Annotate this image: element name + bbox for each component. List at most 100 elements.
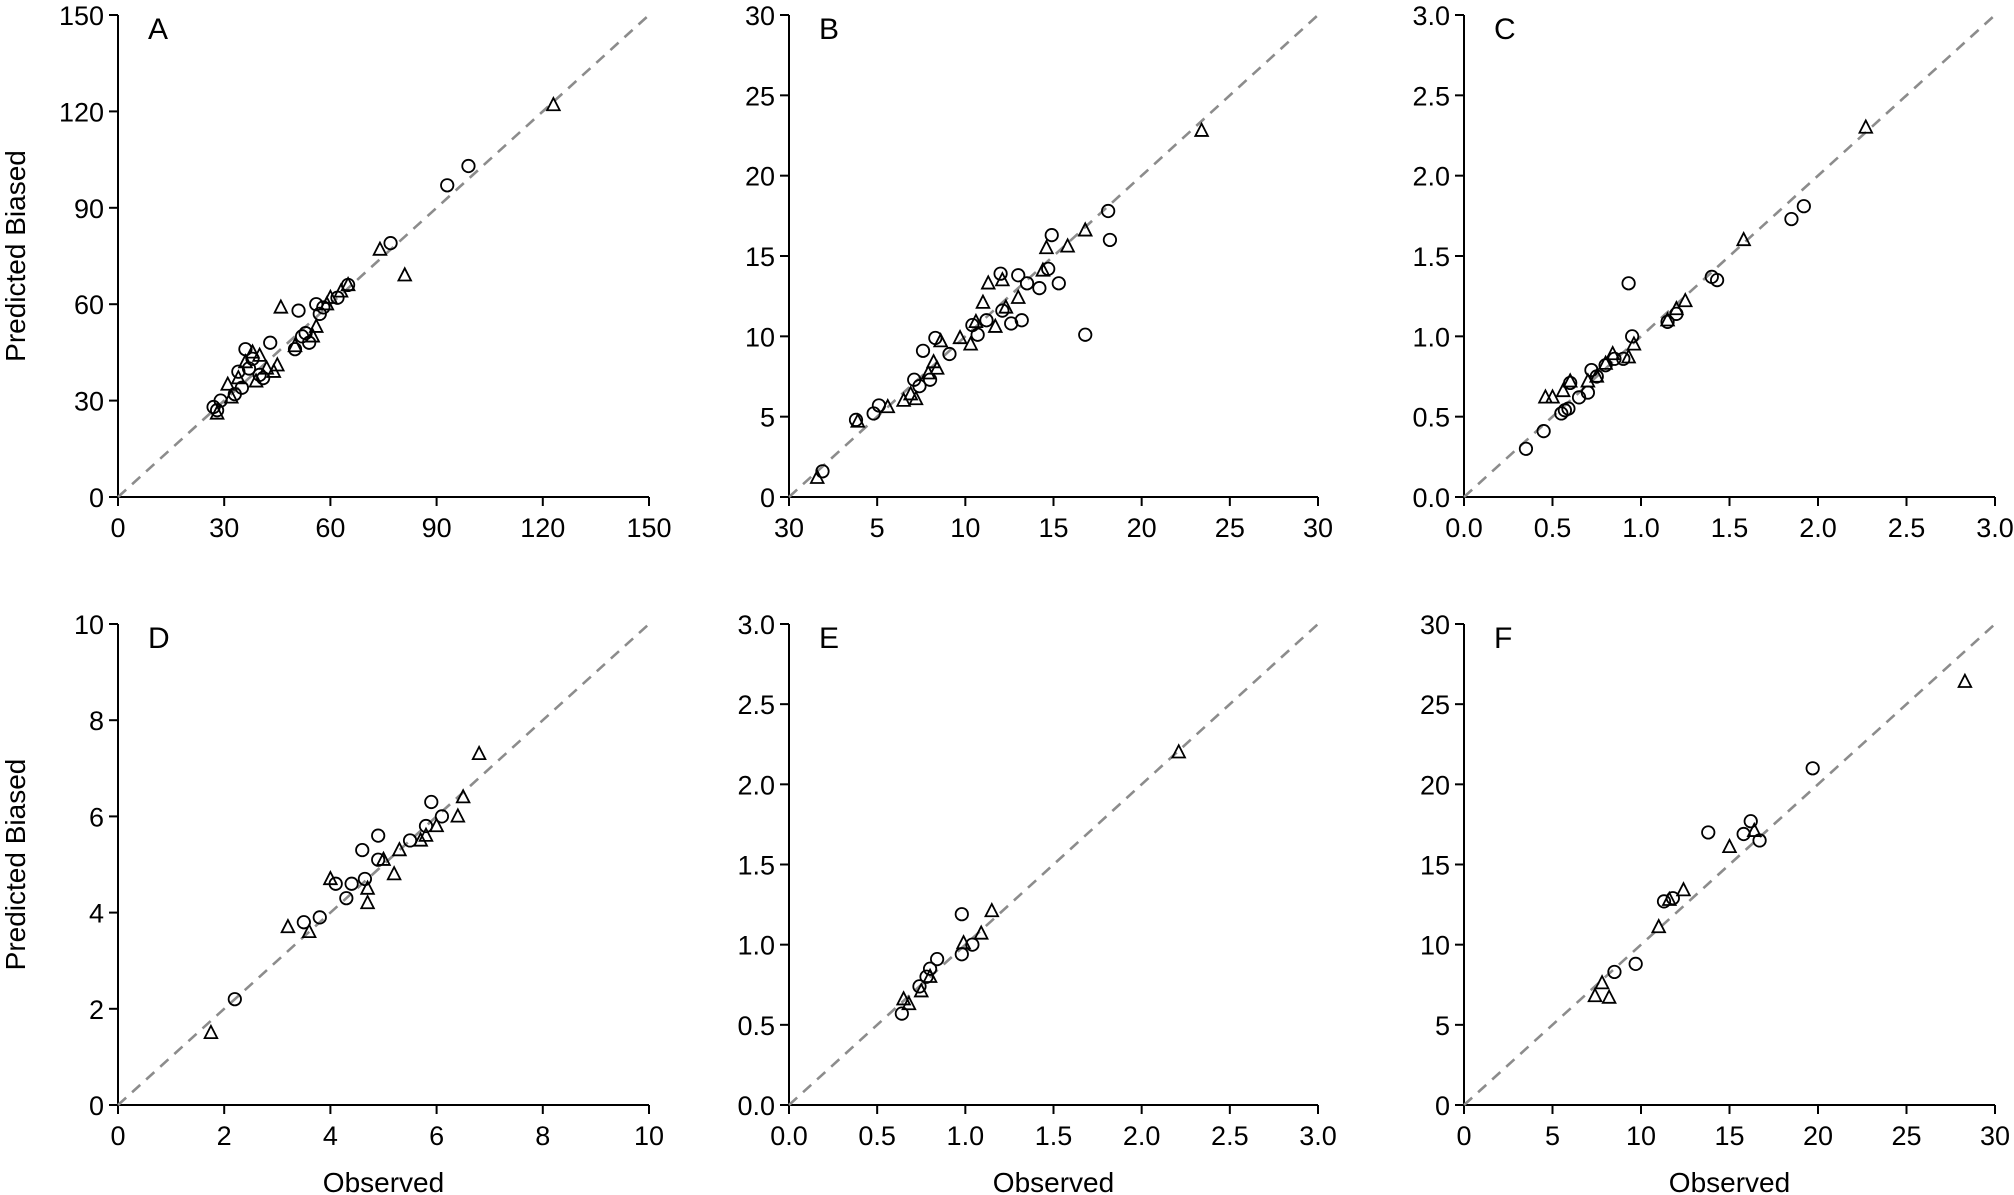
x-tick-label: 2.0 xyxy=(1123,1121,1161,1151)
data-point-triangle xyxy=(308,317,325,333)
x-tick-label: 2.5 xyxy=(1211,1121,1249,1151)
series-triangle xyxy=(209,96,562,420)
data-point-triangle xyxy=(428,817,445,833)
identity-line xyxy=(788,14,1319,498)
data-point-circle xyxy=(1051,276,1066,291)
x-tick-label: 5 xyxy=(1545,1121,1560,1151)
data-point-circle xyxy=(894,1006,909,1021)
data-point-triangle xyxy=(1038,238,1055,255)
data-point-triangle xyxy=(273,298,289,314)
identity-line xyxy=(117,623,650,1106)
panel-label: F xyxy=(1494,622,1512,655)
y-tick-label: 15 xyxy=(745,242,775,272)
data-point-triangle xyxy=(455,788,471,804)
panel-a: 0 30 60 90 120 150 0 30 60 90 120 150 A Predicted Bia… xyxy=(0,1,672,543)
data-point-triangle xyxy=(545,96,562,112)
x-tick-label: 20 xyxy=(1127,513,1157,543)
y-tick-label: 20 xyxy=(1420,770,1450,800)
data-point-triangle xyxy=(322,869,339,886)
data-point-circle xyxy=(922,961,938,976)
data-point-circle xyxy=(1518,441,1534,456)
data-point-triangle xyxy=(922,967,938,983)
data-point-triangle xyxy=(237,353,254,369)
x-tick-label: 25 xyxy=(1891,1121,1921,1151)
data-point-triangle xyxy=(386,865,402,881)
data-point-triangle xyxy=(203,1023,219,1039)
x-tick-label: 8 xyxy=(535,1121,550,1151)
data-point-triangle xyxy=(230,369,247,385)
data-point-circle xyxy=(1561,401,1576,416)
y-tick-label: 10 xyxy=(74,610,104,640)
data-point-triangle xyxy=(471,744,487,761)
y-tick-label: 30 xyxy=(74,387,104,417)
data-point-circle xyxy=(1628,956,1643,972)
data-point-circle xyxy=(339,891,354,906)
x-tick-label: 0.5 xyxy=(1534,513,1572,543)
data-point-triangle xyxy=(1668,300,1685,316)
x-tick-label: 0.5 xyxy=(858,1121,896,1151)
x-tick-label: 60 xyxy=(315,513,345,543)
x-tick-label: 6 xyxy=(429,1121,444,1151)
data-point-triangle xyxy=(359,894,376,910)
data-point-circle xyxy=(245,351,260,366)
data-point-circle xyxy=(263,335,278,350)
x-tick-label: 90 xyxy=(422,513,452,543)
y-tick-label: 1.5 xyxy=(1412,242,1450,272)
data-point-circle xyxy=(1784,211,1799,227)
data-point-triangle xyxy=(280,918,296,934)
data-point-circle xyxy=(312,910,327,925)
data-point-triangle xyxy=(1650,918,1667,934)
data-point-circle xyxy=(930,951,945,967)
data-point-triangle xyxy=(998,298,1014,314)
x-tick-label: 30 xyxy=(774,513,804,543)
data-point-triangle xyxy=(902,385,919,401)
data-point-triangle xyxy=(287,337,303,353)
data-point-circle xyxy=(954,907,969,922)
data-point-circle xyxy=(344,876,359,891)
x-axis-title: Observed xyxy=(993,1167,1114,1195)
y-tick-label: 90 xyxy=(74,194,104,224)
data-point-triangle xyxy=(301,922,317,938)
panel-c: 0.0 0.5 1.0 1.5 2.0 2.5 3.0 0.0 0.5 1.0 1.5 2.0 2.5 3… xyxy=(1412,1,2013,543)
data-point-circle xyxy=(1656,894,1672,909)
y-tick-label: 8 xyxy=(89,706,104,736)
data-point-triangle xyxy=(244,343,261,359)
series-triangle xyxy=(895,743,1187,1011)
data-point-circle xyxy=(1805,761,1820,776)
x-tick-label: 0 xyxy=(1456,1121,1471,1151)
data-point-triangle xyxy=(1675,881,1692,897)
data-point-triangle xyxy=(879,398,896,414)
x-tick-label: 1.0 xyxy=(947,1121,985,1151)
x-tick-label: 10 xyxy=(1626,1121,1656,1151)
data-point-triangle xyxy=(962,335,979,351)
data-point-triangle xyxy=(968,312,984,329)
data-point-triangle xyxy=(929,359,945,375)
y-tick-label: 0 xyxy=(89,483,104,513)
panel-label: D xyxy=(148,622,170,655)
y-tick-label: 4 xyxy=(89,899,104,929)
x-tick-label: 0 xyxy=(110,513,125,543)
data-point-circle xyxy=(915,343,931,358)
data-point-circle xyxy=(440,178,455,193)
identity-line xyxy=(1463,623,1996,1106)
y-tick-label: 0 xyxy=(89,1091,104,1121)
data-point-triangle xyxy=(1626,335,1642,351)
y-tick-label: 0.5 xyxy=(1412,403,1450,433)
x-axis-title: Observed xyxy=(1669,1167,1790,1195)
data-point-triangle xyxy=(1035,261,1051,277)
data-point-circle xyxy=(296,915,311,930)
data-point-circle xyxy=(979,313,994,328)
data-point-triangle xyxy=(269,356,286,372)
data-point-circle xyxy=(1743,814,1758,829)
data-point-circle xyxy=(371,828,386,843)
data-point-triangle xyxy=(1059,237,1076,253)
data-point-triangle xyxy=(1170,743,1187,759)
x-tick-label: 10 xyxy=(950,513,980,543)
data-point-triangle xyxy=(1659,311,1676,327)
data-point-circle xyxy=(942,346,957,362)
y-tick-label: 0.5 xyxy=(737,1011,775,1041)
y-tick-label: 1.5 xyxy=(737,851,775,881)
panel-label: A xyxy=(148,13,168,46)
data-point-circle xyxy=(1014,313,1029,328)
